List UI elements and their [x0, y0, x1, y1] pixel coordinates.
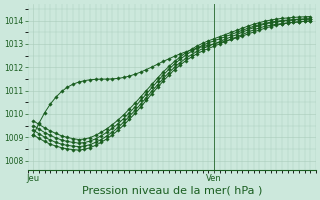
- X-axis label: Pression niveau de la mer( hPa ): Pression niveau de la mer( hPa ): [82, 186, 262, 196]
